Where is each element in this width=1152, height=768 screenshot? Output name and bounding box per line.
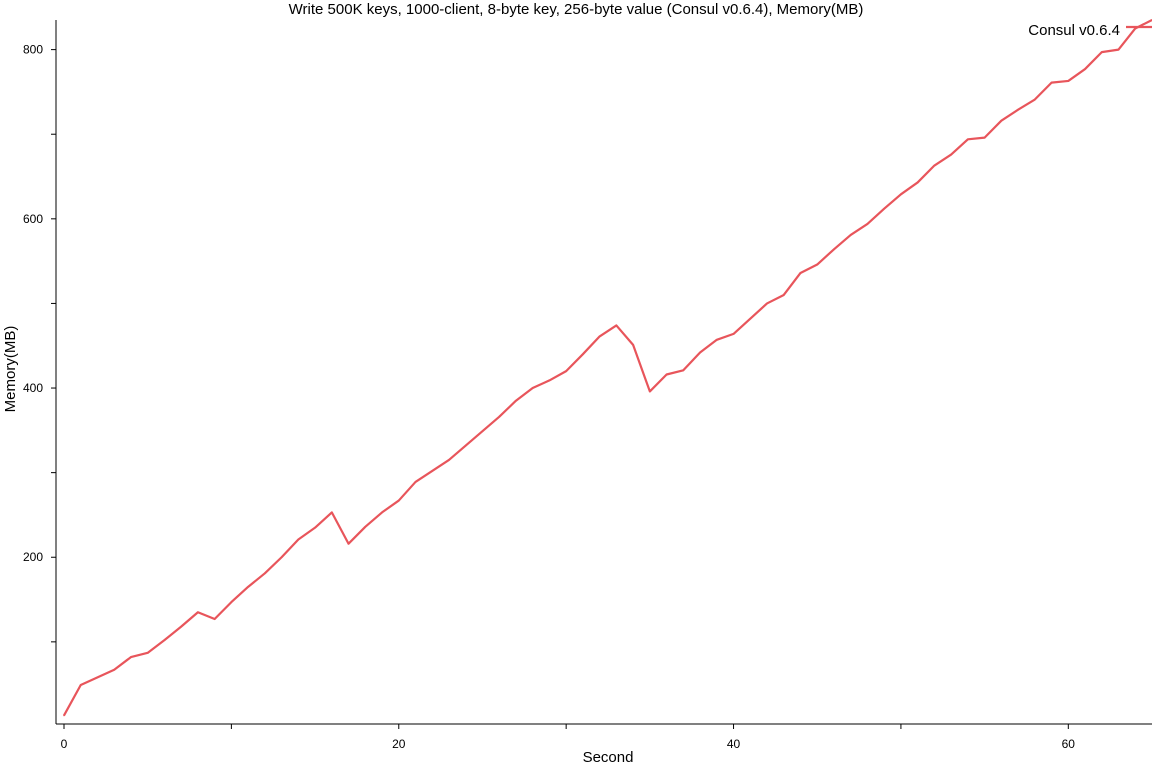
- data-point: [582, 353, 584, 355]
- data-point: [632, 344, 634, 346]
- data-point: [381, 511, 383, 514]
- data-point: [297, 538, 300, 541]
- data-point: [448, 459, 450, 461]
- data-point: [883, 207, 885, 210]
- data-point: [816, 263, 819, 266]
- y-tick-label: 600: [23, 212, 43, 226]
- data-point: [1100, 51, 1103, 53]
- data-point: [63, 714, 65, 717]
- data-point: [213, 618, 216, 620]
- data-point: [96, 676, 99, 679]
- data-point: [849, 234, 852, 236]
- series-group: [63, 19, 1152, 717]
- data-point: [916, 181, 919, 184]
- legend-label: Consul v0.6.4: [1028, 22, 1120, 39]
- data-point: [983, 136, 986, 139]
- data-point: [1034, 98, 1036, 101]
- data-point: [799, 272, 802, 274]
- data-point: [163, 639, 166, 641]
- data-point: [314, 526, 316, 529]
- data-point: [1050, 81, 1053, 84]
- data-point: [833, 248, 835, 251]
- data-point: [515, 399, 517, 402]
- data-point: [1067, 80, 1070, 82]
- x-tick-label: 20: [392, 737, 406, 751]
- data-point: [598, 335, 601, 338]
- data-point: [180, 625, 182, 628]
- y-axis-title: Memory(MB): [2, 326, 19, 413]
- y-ticks: 200 400 600 800: [23, 43, 56, 643]
- data-point: [531, 387, 534, 389]
- data-point: [732, 333, 735, 335]
- data-point: [113, 668, 116, 671]
- data-point: [230, 601, 233, 603]
- chart-title: Write 500K keys, 1000-client, 8-byte key…: [289, 1, 864, 18]
- data-point: [481, 430, 484, 432]
- data-point: [264, 572, 266, 575]
- data-point: [665, 373, 668, 376]
- data-point: [782, 294, 785, 296]
- data-point: [699, 351, 701, 354]
- data-point: [247, 586, 249, 588]
- data-point: [933, 164, 936, 167]
- y-tick-label: 400: [23, 381, 43, 395]
- axes: [55, 20, 1152, 725]
- data-point: [900, 193, 902, 196]
- legend: Consul v0.6.4: [1028, 22, 1152, 39]
- series-line: [63, 19, 1152, 716]
- data-point: [749, 317, 752, 320]
- data-point: [347, 542, 350, 545]
- data-point: [1000, 119, 1003, 122]
- data-point: [1117, 48, 1120, 51]
- data-point: [716, 339, 718, 341]
- data-point: [950, 153, 952, 156]
- data-point: [866, 223, 869, 225]
- data-point: [1017, 108, 1019, 111]
- data-point: [1084, 68, 1086, 70]
- data-point: [197, 611, 199, 614]
- x-tick-label: 60: [1062, 737, 1076, 751]
- data-point: [414, 481, 417, 483]
- x-axis-title: Second: [583, 749, 634, 766]
- data-point: [464, 444, 467, 447]
- data-point: [682, 369, 685, 372]
- data-point: [565, 370, 567, 372]
- data-point: [431, 470, 434, 472]
- x-tick-label: 40: [727, 737, 741, 751]
- data-point: [146, 652, 149, 654]
- data-point: [364, 525, 367, 528]
- data-point: [331, 511, 333, 514]
- data-point: [766, 302, 768, 305]
- data-point: [280, 556, 283, 559]
- x-tick-label: 0: [61, 737, 68, 751]
- data-point: [130, 656, 132, 658]
- x-ticks: 0 20 40 60: [61, 724, 1076, 751]
- y-tick-label: 800: [23, 43, 43, 57]
- data-point: [548, 379, 551, 382]
- data-point: [649, 390, 651, 393]
- data-point: [397, 499, 400, 502]
- y-tick-label: 200: [23, 550, 43, 564]
- data-point: [615, 324, 618, 327]
- data-point: [967, 138, 969, 141]
- data-point: [498, 416, 501, 418]
- data-point: [79, 684, 82, 686]
